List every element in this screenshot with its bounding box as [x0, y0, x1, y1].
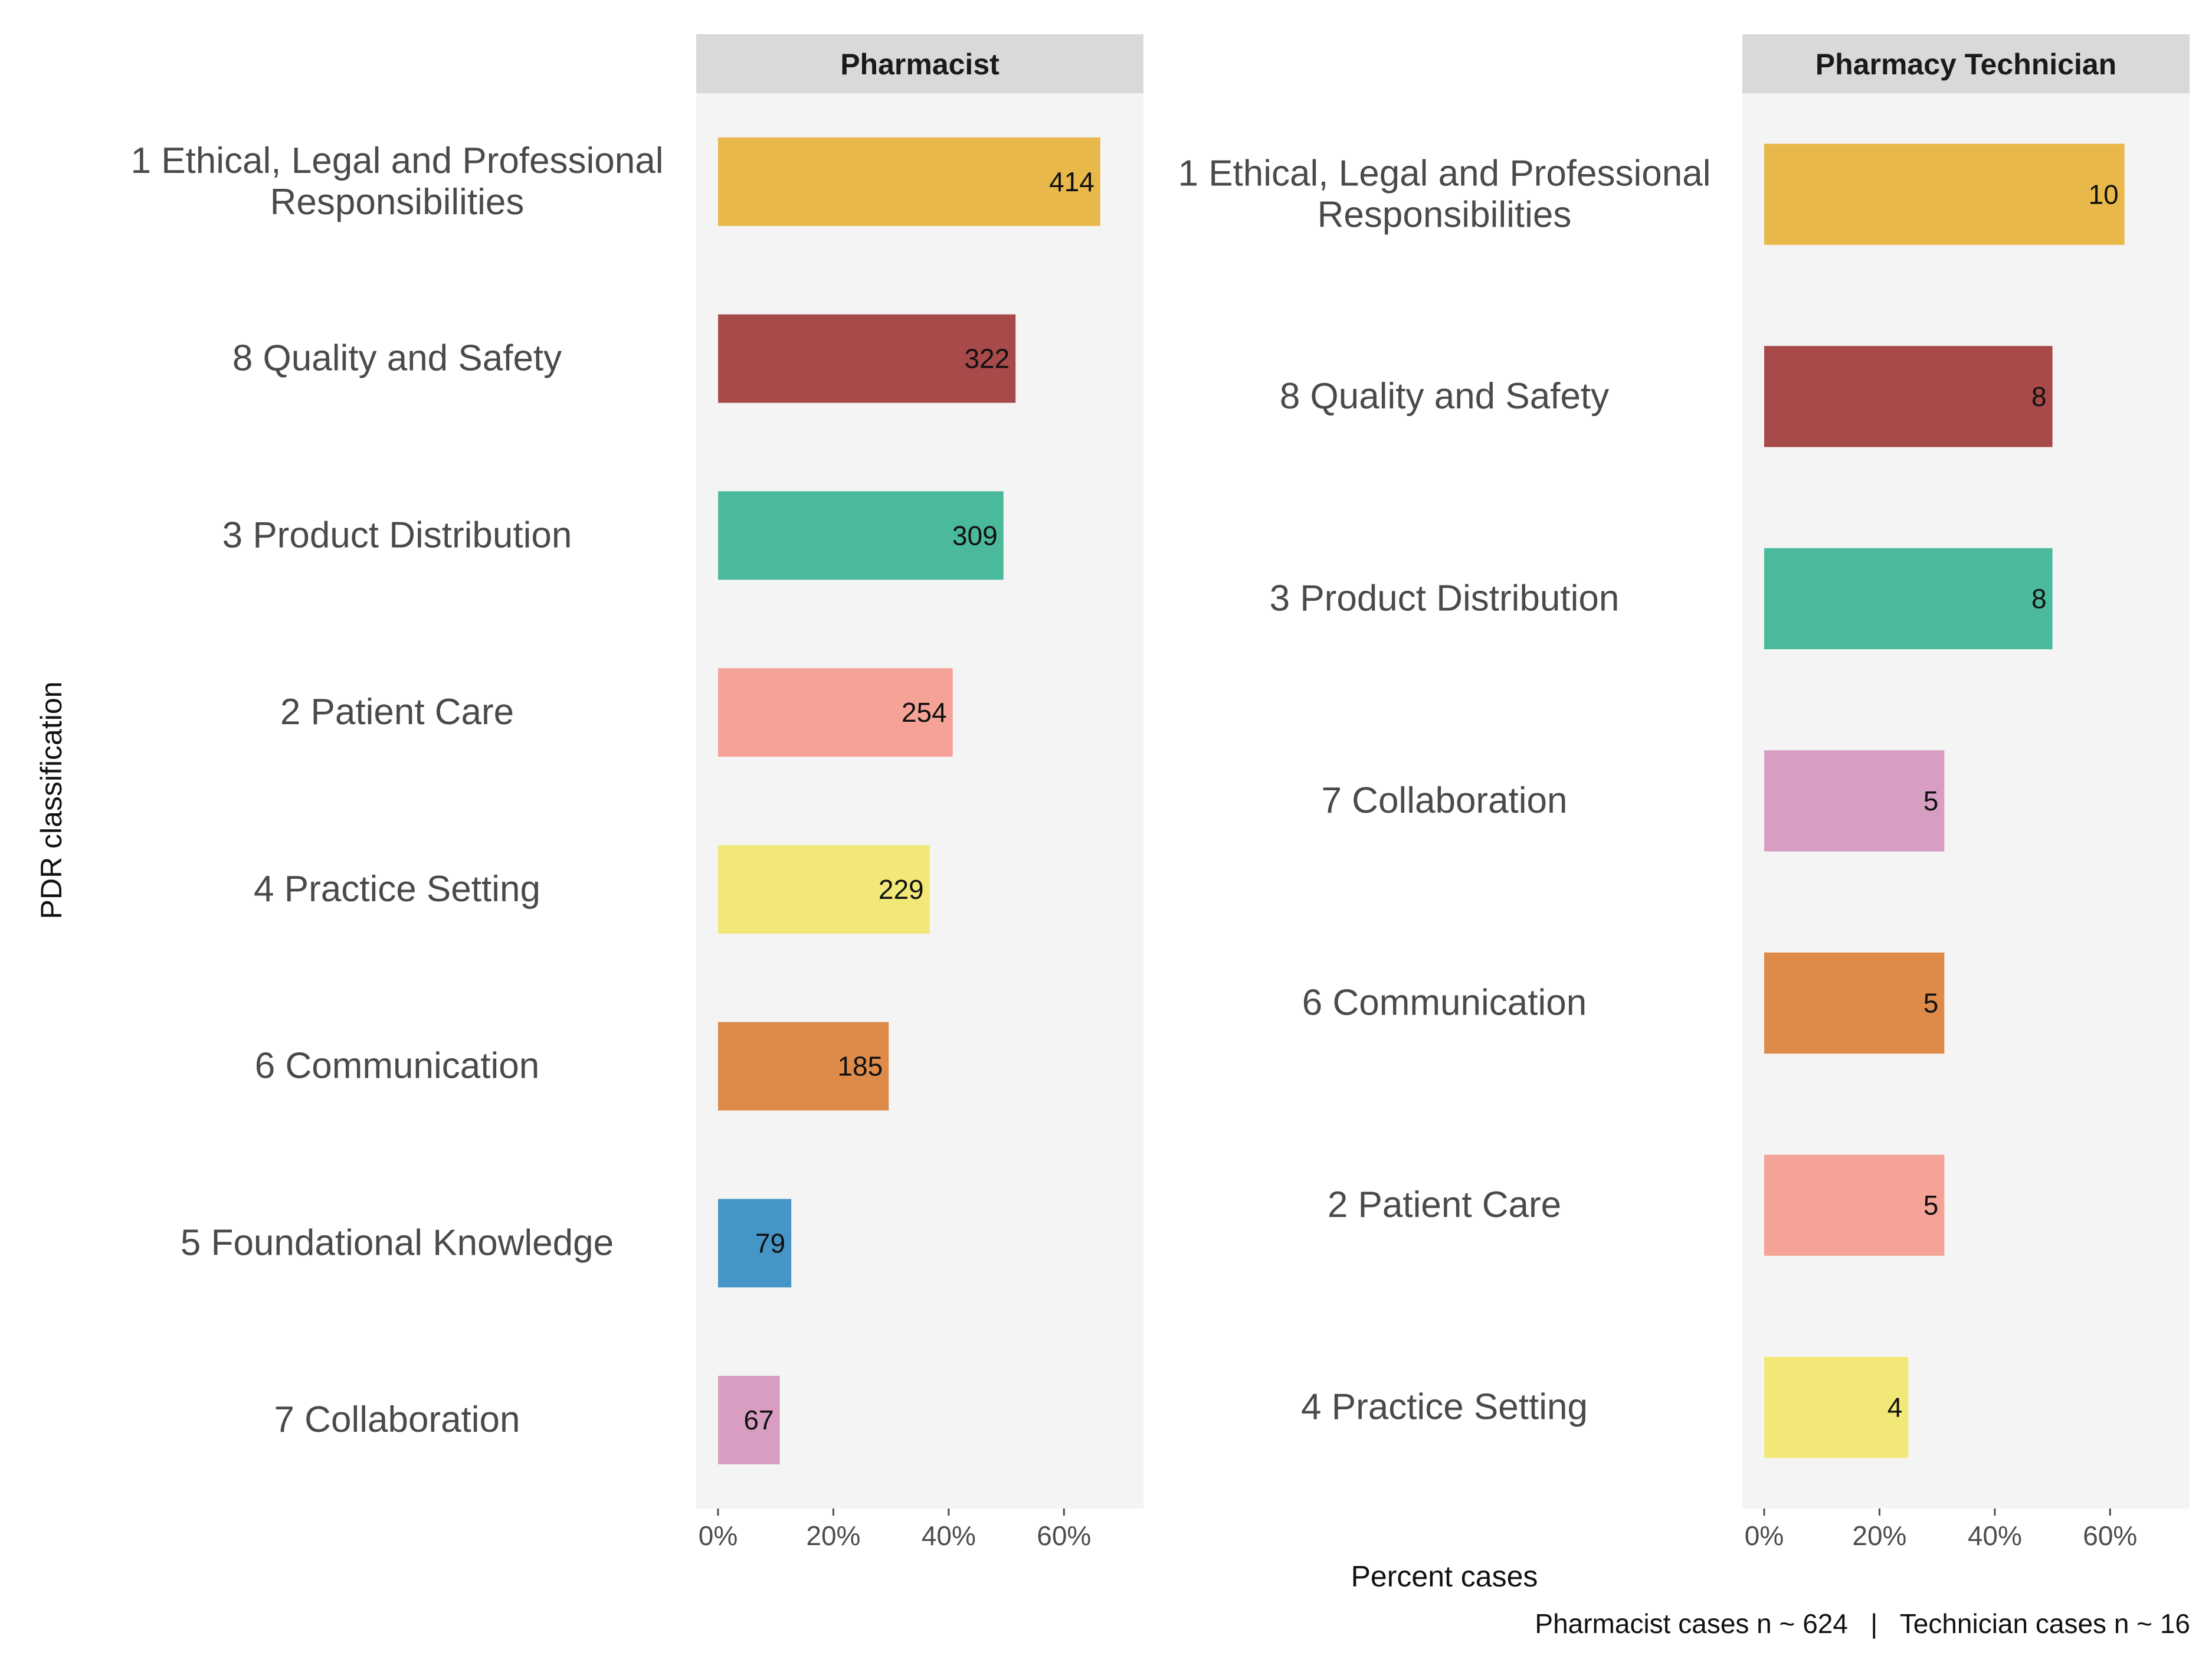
category-label: 3 Product Distribution	[1270, 578, 1620, 619]
bar-5-foundational-knowledge	[718, 1199, 792, 1288]
category-label: 1 Ethical, Legal and Professional	[130, 140, 663, 181]
panel-pharmacy-technician: Pharmacy Technician 10 1 Ethical, Legal an…	[1178, 34, 2190, 1551]
bar-value-label: 322	[964, 343, 1010, 374]
bar-4-practice-setting	[718, 845, 930, 934]
x-axis-title: Percent cases	[1351, 1560, 1538, 1593]
bar-value-label: 10	[2089, 179, 2119, 210]
category-label: 8 Quality and Safety	[1280, 376, 1609, 417]
x-tick-label: 0%	[699, 1520, 738, 1551]
x-tick-label: 40%	[1968, 1520, 2022, 1551]
x-tick-label: 40%	[922, 1520, 976, 1551]
x-tick-label: 20%	[806, 1520, 860, 1551]
category-label: 4 Practice Setting	[254, 869, 540, 909]
sample-size-caption: Pharmacist cases n ~ 624 | Technician ca…	[1535, 1608, 2190, 1639]
category-label: Responsibilities	[1318, 194, 1572, 235]
bar-value-label: 309	[952, 520, 998, 551]
y-axis-title: PDR classification	[35, 682, 68, 920]
bar-8-quality-and-safety	[718, 314, 1016, 403]
category-label: 1 Ethical, Legal and Professional	[1178, 153, 1710, 194]
x-tick-label: 20%	[1852, 1520, 1906, 1551]
bar-value-label: 254	[902, 697, 947, 728]
panel-strip	[1742, 34, 2190, 93]
category-label: 4 Practice Setting	[1301, 1387, 1588, 1428]
category-label: 7 Collaboration	[274, 1399, 520, 1440]
bar-1-ethical-legal-and-professional-responsibilities	[1764, 143, 2125, 245]
bar-value-label: 185	[837, 1051, 883, 1082]
panel-title: Pharmacist	[840, 48, 1000, 81]
panel-strip	[696, 34, 1143, 93]
category-label: 2 Patient Care	[280, 692, 514, 732]
bar-value-label: 4	[1887, 1392, 1903, 1423]
x-tick-label: 60%	[1037, 1520, 1091, 1551]
category-label: 2 Patient Care	[1328, 1185, 1561, 1225]
bar-value-label: 414	[1049, 166, 1094, 197]
category-label: 6 Communication	[1302, 983, 1587, 1023]
category-label: 6 Communication	[255, 1046, 539, 1087]
bar-value-label: 5	[1923, 786, 1939, 816]
bar-6-communication	[1764, 952, 1945, 1054]
bar-value-label: 8	[2031, 583, 2047, 614]
category-label: 7 Collaboration	[1321, 780, 1567, 821]
bar-7-collaboration	[1764, 750, 1945, 852]
bar-2-patient-care	[1764, 1154, 1945, 1256]
bar-4-practice-setting	[1764, 1357, 1909, 1458]
bar-value-label: 5	[1923, 988, 1939, 1019]
bar-2-patient-care	[718, 668, 953, 757]
bar-value-label: 229	[879, 874, 924, 905]
category-label: Responsibilities	[270, 182, 525, 223]
bar-7-collaboration	[718, 1376, 780, 1465]
x-tick-label: 0%	[1745, 1520, 1784, 1551]
panel-pharmacist: Pharmacist 414 1 Ethical, Legal and Profes…	[130, 34, 1143, 1551]
category-label: 5 Foundational Knowledge	[181, 1222, 614, 1263]
panel-title: Pharmacy Technician	[1816, 48, 2116, 81]
bar-1-ethical-legal-and-professional-responsibilities	[718, 137, 1100, 226]
bar-value-label: 5	[1923, 1190, 1939, 1221]
bar-value-label: 8	[2031, 381, 2047, 412]
bar-value-label: 79	[755, 1228, 785, 1258]
x-tick-label: 60%	[2083, 1520, 2137, 1551]
bar-6-communication	[718, 1022, 889, 1111]
bar-3-product-distribution	[1764, 548, 2053, 650]
bar-3-product-distribution	[718, 491, 1004, 580]
panel-background	[696, 93, 1143, 1509]
category-label: 8 Quality and Safety	[232, 338, 562, 379]
bar-8-quality-and-safety	[1764, 346, 2053, 447]
category-label: 3 Product Distribution	[222, 515, 572, 555]
bar-value-label: 67	[743, 1405, 774, 1435]
